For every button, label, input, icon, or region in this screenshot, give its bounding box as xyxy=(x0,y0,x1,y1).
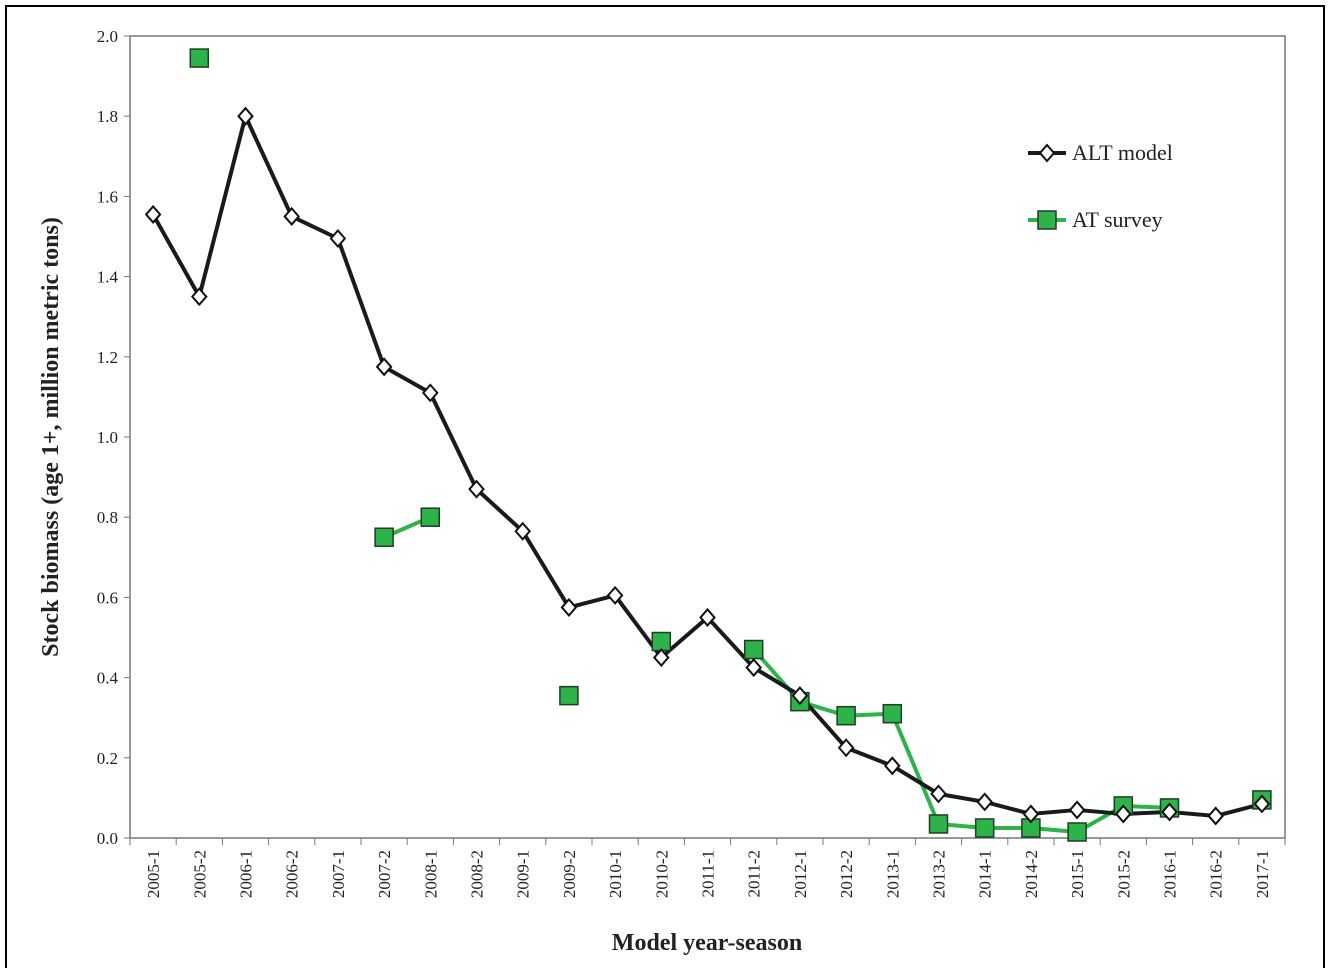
x-tick-label: 2012-1 xyxy=(791,850,810,898)
x-tick-label: 2005-1 xyxy=(144,850,163,898)
x-tick-label: 2005-2 xyxy=(190,850,209,898)
y-tick-label: 1.8 xyxy=(97,107,118,126)
x-tick-label: 2016-1 xyxy=(1161,850,1180,898)
data-point xyxy=(699,607,716,627)
data-point xyxy=(1207,806,1225,826)
data-point xyxy=(144,204,162,224)
frame xyxy=(5,5,1325,968)
y-tick-label: 1.2 xyxy=(97,348,118,367)
x-axis-title: Model year-season xyxy=(612,930,802,956)
plot-area xyxy=(129,35,1286,839)
data-point xyxy=(1022,804,1040,824)
data-point xyxy=(560,597,578,617)
data-point xyxy=(1067,822,1087,842)
data-point xyxy=(329,228,347,249)
x-tick-label: 2014-1 xyxy=(976,850,995,898)
x-tick-label: 2008-2 xyxy=(468,850,487,898)
x-tick-label: 2017-1 xyxy=(1253,850,1272,898)
data-point xyxy=(1253,794,1271,814)
y-tick-label: 0.2 xyxy=(97,749,118,768)
data-point xyxy=(283,206,301,226)
y-tick-label: 0.4 xyxy=(97,669,119,688)
data-point xyxy=(514,521,532,541)
data-point xyxy=(791,686,809,706)
y-tick-label: 1.6 xyxy=(97,187,118,206)
x-tick-label: 2010-2 xyxy=(652,850,671,898)
data-point xyxy=(420,507,441,527)
x-tick-label: 2016-2 xyxy=(1207,850,1226,898)
x-tick-label: 2006-1 xyxy=(237,850,256,898)
x-tick-label: 2012-2 xyxy=(837,850,856,898)
data-point xyxy=(928,814,949,834)
x-tick-label: 2007-2 xyxy=(375,850,394,898)
data-point xyxy=(606,585,624,605)
y-tick-label: 1.4 xyxy=(97,268,119,287)
data-point xyxy=(745,658,763,678)
x-tick-label: 2013-1 xyxy=(883,850,902,898)
data-point xyxy=(882,703,903,724)
y-tick-label: 0.8 xyxy=(97,508,118,527)
data-point xyxy=(1161,802,1178,822)
data-point xyxy=(976,792,994,812)
data-point xyxy=(559,685,579,706)
data-point xyxy=(930,784,947,804)
data-point xyxy=(836,705,856,726)
data-point xyxy=(651,631,672,652)
x-tick-label: 2008-1 xyxy=(421,850,440,898)
legend-label: ALT model xyxy=(1072,140,1173,165)
data-point xyxy=(468,479,485,499)
y-tick-label: 0.0 xyxy=(97,829,118,848)
x-tick-label: 2011-1 xyxy=(699,850,718,898)
data-point xyxy=(743,639,764,660)
x-tick-label: 2009-1 xyxy=(514,850,533,898)
y-tick-label: 0.6 xyxy=(97,588,118,607)
data-point xyxy=(1068,800,1086,820)
legend-label: AT survey xyxy=(1072,207,1163,232)
y-tick-label: 2.0 xyxy=(97,27,118,46)
x-tick-label: 2014-2 xyxy=(1022,850,1041,898)
data-point xyxy=(375,357,393,377)
x-tick-label: 2015-1 xyxy=(1068,850,1087,898)
data-point xyxy=(190,287,208,307)
series-line xyxy=(752,648,1170,834)
data-point xyxy=(883,756,901,776)
data-point xyxy=(652,648,670,668)
data-point xyxy=(189,48,210,68)
x-tick-label: 2007-1 xyxy=(329,850,348,898)
y-axis-title: Stock biomass (age 1+, million metric to… xyxy=(38,217,64,657)
x-tick-label: 2013-2 xyxy=(930,850,949,898)
data-point xyxy=(837,738,855,758)
x-tick-label: 2011-2 xyxy=(745,850,764,898)
x-tick-label: 2010-1 xyxy=(606,850,625,898)
x-tick-label: 2006-2 xyxy=(283,850,302,898)
data-point xyxy=(1114,804,1132,824)
data-point xyxy=(374,527,394,547)
y-tick-label: 1.0 xyxy=(97,428,118,447)
x-tick-label: 2015-2 xyxy=(1114,850,1133,898)
data-point xyxy=(974,818,995,838)
data-point xyxy=(237,106,254,126)
legend-marker xyxy=(1038,143,1056,163)
data-point xyxy=(421,383,439,403)
legend-marker xyxy=(1037,210,1057,230)
x-tick-label: 2009-2 xyxy=(560,850,579,898)
